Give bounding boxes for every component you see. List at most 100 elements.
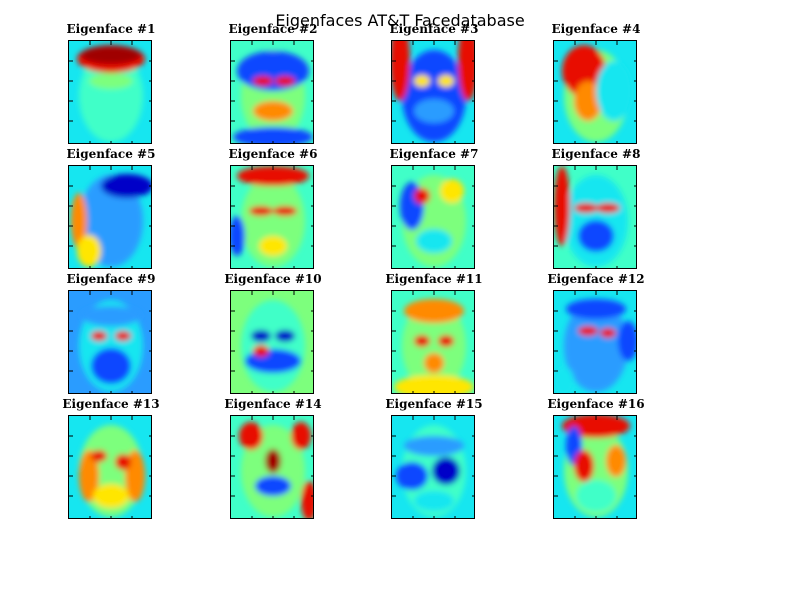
eigenface-image [68,415,152,519]
face-feature [77,235,101,267]
face-feature [404,436,464,456]
eigenface-heatmap [231,166,313,268]
eigenface-panel: Eigenface #16 [496,397,696,537]
eigenface-title: Eigenface #13 [62,397,160,411]
eigenface-panel: Eigenface #14 [173,397,373,537]
eigenface-image [230,40,314,144]
eigenface-panel: Eigenface #11 [334,272,534,412]
face-feature [414,335,430,347]
face-feature [253,76,273,86]
face-feature [574,81,602,121]
face-feature [301,481,313,518]
face-feature [81,306,141,326]
face-feature [265,449,281,473]
face-feature [255,476,291,496]
face-feature [574,203,598,213]
face-feature [396,462,428,490]
face-feature [115,331,131,341]
face-feature [414,491,454,511]
eigenface-panel: Eigenface #9 [11,272,211,412]
eigenface-panel: Eigenface #12 [496,272,696,412]
eigenface-title: Eigenface #4 [551,22,641,36]
eigenface-image [391,290,475,394]
eigenface-heatmap [69,41,151,143]
eigenface-title: Eigenface #16 [547,397,645,411]
eigenface-image [391,165,475,269]
eigenface-title: Eigenface #12 [547,272,645,286]
eigenface-heatmap [231,41,313,143]
eigenface-title: Eigenface #2 [228,22,318,36]
face-feature [596,61,632,121]
eigenface-title: Eigenface #3 [389,22,479,36]
face-feature [237,166,309,186]
eigenface-panel: Eigenface #13 [11,397,211,537]
eigenface-title: Eigenface #10 [224,272,322,286]
face-region [241,175,305,267]
face-feature [414,75,430,87]
face-region [564,300,628,392]
eigenface-heatmap [69,291,151,393]
face-feature [251,330,271,342]
eigenface-title: Eigenface #11 [385,272,483,286]
eigenface-panel: Eigenface #5 [11,147,211,287]
face-feature [71,193,87,249]
figure-title: Eigenfaces AT&T Facedatabase [275,11,525,30]
face-feature [81,46,141,64]
eigenface-panel: Eigenface #4 [496,22,696,162]
face-feature [237,51,309,91]
eigenface-title: Eigenface #5 [66,147,156,161]
eigenface-title: Eigenface #9 [66,272,156,286]
face-feature [392,41,410,101]
face-feature [275,330,295,342]
face-feature [438,335,454,347]
eigenface-image [553,290,637,394]
eigenface-panel: Eigenface #8 [496,147,696,287]
eigenface-image [553,415,637,519]
face-feature [578,326,598,336]
face-feature [95,199,139,243]
eigenface-title: Eigenface #8 [551,147,641,161]
face-feature [233,127,313,143]
face-feature [239,422,263,450]
face-feature [576,480,616,512]
face-region [241,300,305,392]
eigenface-image [230,165,314,269]
eigenface-heatmap [392,416,474,518]
eigenface-heatmap [231,416,313,518]
eigenface-panel: Eigenface #3 [334,22,534,162]
eigenface-panel: Eigenface #6 [173,147,373,287]
eigenface-image [391,415,475,519]
eigenface-heatmap [554,41,636,143]
face-feature [554,367,574,393]
eigenface-heatmap [392,291,474,393]
eigenface-image [68,165,152,269]
face-feature [394,375,474,393]
face-feature [414,188,430,204]
face-feature [578,220,614,252]
eigenface-panel: Eigenface #7 [334,147,534,287]
face-feature [416,229,452,253]
eigenface-title: Eigenface #6 [228,147,318,161]
face-feature [574,450,594,482]
eigenface-image [230,290,314,394]
eigenface-title: Eigenface #1 [66,22,156,36]
eigenface-heatmap [392,166,474,268]
face-feature [438,75,454,87]
eigenface-heatmap [554,166,636,268]
eigenface-title: Eigenface #15 [385,397,483,411]
face-feature [259,236,287,256]
eigenface-title: Eigenface #14 [224,397,322,411]
face-feature [249,206,273,216]
eigenface-image [391,40,475,144]
face-feature [93,484,129,508]
face-feature [596,203,620,213]
face-feature [89,73,133,89]
eigenface-image [68,290,152,394]
eigenface-panel: Eigenface #15 [334,397,534,537]
face-feature [273,206,297,216]
face-feature [91,348,131,384]
face-feature [404,299,464,323]
face-feature [253,345,269,357]
face-feature [253,101,293,121]
eigenface-panel: Eigenface #2 [173,22,373,162]
